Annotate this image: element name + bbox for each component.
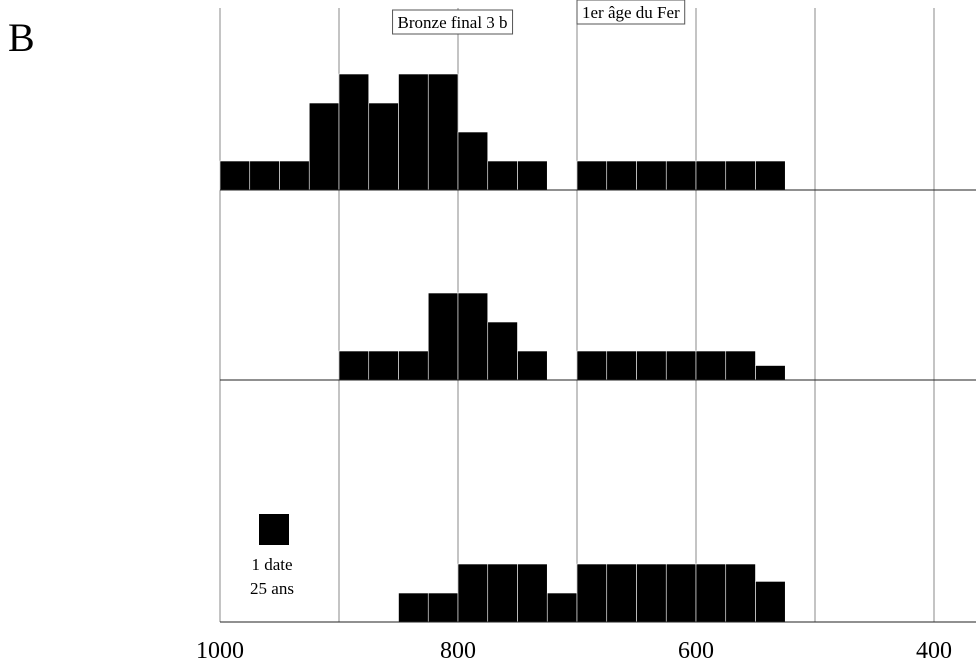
bar-row1-600: [695, 160, 727, 191]
bar-row1-775: [487, 160, 518, 191]
grid-layer: [219, 8, 935, 622]
axis-layer: 1000 800 600 400: [196, 189, 976, 664]
annotation-box-2: [576, 0, 686, 25]
x-tick-label-1000: 1000: [196, 638, 244, 664]
bar-row2-575: [725, 350, 756, 381]
annotation-text-2: 1er âge du Fer: [582, 3, 680, 22]
bar-row1-625: [665, 160, 697, 191]
bar-row2-700: [576, 350, 608, 381]
annotation-2: 1er âge du Fer: [576, 0, 686, 25]
bar-row1-925: [308, 102, 340, 191]
bar-row1-675: [606, 160, 637, 191]
bar-row2-900: [338, 350, 370, 381]
bar-row2-875: [368, 350, 399, 381]
bar-row3-800: [457, 563, 489, 623]
bar-row3-825: [427, 592, 459, 623]
legend-swatch: [259, 514, 289, 545]
bar-row1-875: [368, 102, 399, 191]
bar-row3-575: [725, 563, 756, 623]
bar-row2-750: [517, 350, 548, 381]
bar-row2-675: [606, 350, 637, 381]
bar-row3-775: [487, 563, 518, 623]
x-tick-label-400: 400: [916, 638, 952, 664]
legend-line-2: 25 ans: [250, 579, 294, 598]
bar-row1-825: [427, 73, 459, 191]
bar-row2-625: [665, 350, 697, 381]
bar-row1-550: [755, 160, 786, 191]
bar-row3-725: [546, 592, 578, 623]
x-tick-label-600: 600: [678, 638, 714, 664]
bar-row1-800: [457, 131, 489, 191]
bar-row2-550: [755, 365, 786, 381]
legend-line-1: 1 date: [251, 555, 292, 574]
bar-row1-850: [398, 73, 429, 191]
bar-row3-550: [755, 581, 786, 623]
bar-row3-675: [606, 563, 637, 623]
bar-row3-750: [517, 563, 548, 623]
bar-row1-1000: [219, 160, 251, 191]
panel-letter: B: [8, 15, 35, 60]
annotations-layer: Bronze final 3 b 1er âge du Fer: [392, 0, 686, 35]
bar-row2-650: [636, 350, 667, 381]
bar-row2-850: [398, 350, 429, 381]
annotation-1: Bronze final 3 b: [392, 9, 514, 35]
bar-row1-975: [249, 160, 280, 191]
bar-row2-800: [457, 292, 489, 381]
bar-row2-775: [487, 321, 518, 381]
bar-row3-650: [636, 563, 667, 623]
bar-row2-600: [695, 350, 727, 381]
x-tick-label-800: 800: [440, 638, 476, 664]
bar-row1-700: [576, 160, 608, 191]
bar-row1-750: [517, 160, 548, 191]
annotation-text-1: Bronze final 3 b: [398, 13, 508, 32]
annotation-box-1: [392, 9, 514, 35]
bar-row3-700: [576, 563, 608, 623]
bar-row3-850: [398, 592, 429, 623]
bar-row1-650: [636, 160, 667, 191]
bar-row3-600: [695, 563, 727, 623]
bar-row2-825: [427, 292, 459, 381]
legend: 1 date 25 ans: [250, 514, 294, 598]
bar-row3-625: [665, 563, 697, 623]
bar-row1-900: [338, 73, 370, 191]
bar-row1-575: [725, 160, 756, 191]
bar-row1-950: [279, 160, 310, 191]
bars-layer: [219, 73, 786, 623]
